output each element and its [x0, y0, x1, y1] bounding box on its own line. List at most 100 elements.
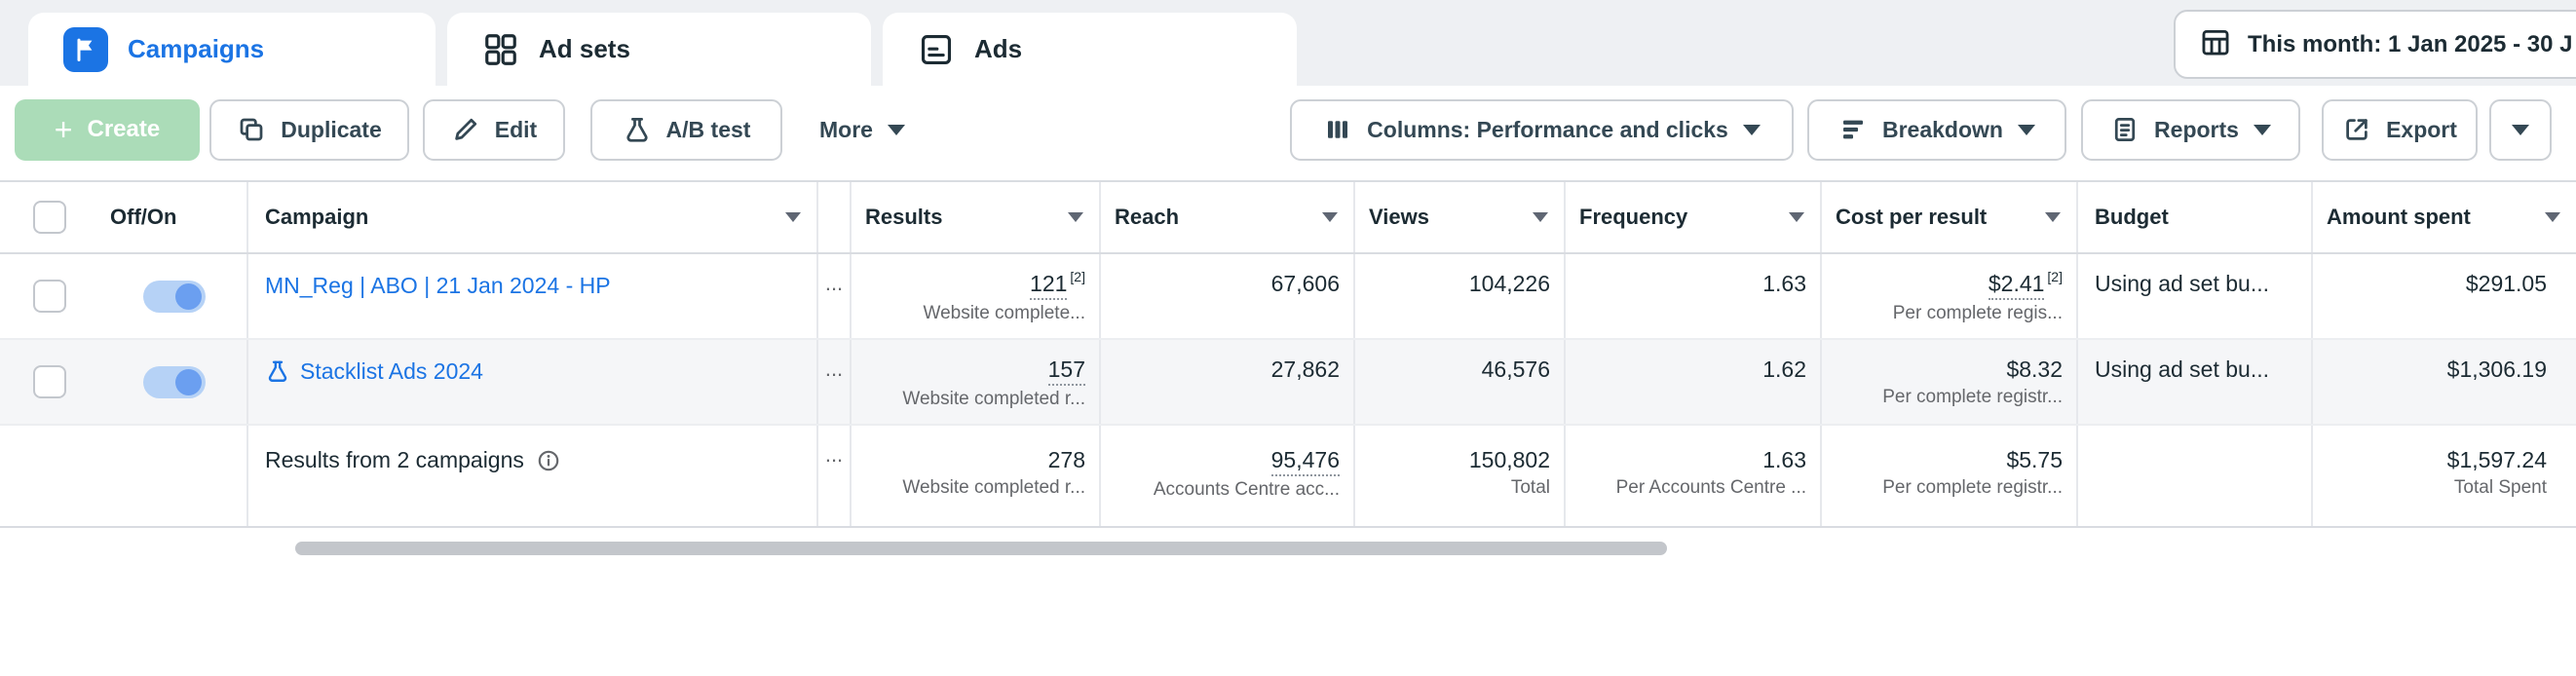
date-range-label: This month: 1 Jan 2025 - 30 J [2248, 30, 2573, 57]
breakdown-icon [1843, 120, 1863, 139]
header-views-label: Views [1369, 205, 1429, 229]
date-range-picker[interactable]: This month: 1 Jan 2025 - 30 J [2174, 10, 2576, 79]
header-cost-per-result[interactable]: Cost per result [1820, 182, 2076, 252]
duplicate-button[interactable]: Duplicate [209, 98, 409, 161]
cost-per-result-cell: $8.32 Per complete registr... [1820, 340, 2076, 424]
row-select-cell [0, 340, 98, 424]
sort-caret-icon [785, 212, 801, 222]
header-amount-spent[interactable]: Amount spent [2311, 182, 2576, 252]
header-amount-spent-label: Amount spent [2327, 205, 2471, 229]
horizontal-scrollbar[interactable] [295, 542, 1667, 555]
columns-button-label: Columns: Performance and clicks [1367, 116, 1728, 142]
columns-button[interactable]: Columns: Performance and clicks [1290, 98, 1794, 161]
summary-results-cell: 278 Website completed r... [850, 426, 1099, 526]
campaign-name-link[interactable]: Stacklist Ads 2024 [300, 358, 483, 384]
summary-frequency-sublabel: Per Accounts Centre ... [1615, 477, 1806, 498]
summary-reach-sublabel: Accounts Centre acc... [1153, 479, 1340, 500]
select-all-checkbox[interactable] [32, 201, 66, 234]
chevron-down-icon [2017, 124, 2035, 135]
budget-value: Using ad set bu... [2095, 271, 2269, 296]
header-select-all-cell [0, 182, 98, 252]
breakdown-button[interactable]: Breakdown [1807, 98, 2066, 161]
cost-sublabel: Per complete regis... [1892, 303, 2063, 323]
results-sublabel: Website completed r... [902, 389, 1085, 409]
summary-views-cell: 150,802 Total [1353, 426, 1564, 526]
header-results[interactable]: Results [850, 182, 1099, 252]
amount-spent-value: $291.05 [2465, 271, 2547, 296]
campaign-name-link[interactable]: MN_Reg | ABO | 21 Jan 2024 - HP [265, 273, 611, 298]
export-button[interactable]: Export [2322, 98, 2478, 161]
summary-toggle-cell [98, 426, 246, 526]
results-sublabel: Website complete... [923, 303, 1085, 323]
copy-icon [240, 118, 263, 141]
cost-sublabel: Per complete registr... [1882, 387, 2063, 407]
summary-amount-spent-cell: $1,597.24 Total Spent [2311, 426, 2576, 526]
header-reach[interactable]: Reach [1099, 182, 1353, 252]
more-button[interactable]: More [804, 99, 921, 161]
calendar-icon [2199, 25, 2232, 63]
header-frequency[interactable]: Frequency [1564, 182, 1820, 252]
header-views[interactable]: Views [1353, 182, 1564, 252]
cost-value: $8.32 [2006, 357, 2063, 382]
toggle-knob [175, 368, 202, 395]
sort-caret-icon [2545, 212, 2560, 222]
cost-value: $2.41 [1988, 269, 2045, 300]
frequency-value: 1.62 [1762, 357, 1806, 382]
sort-caret-icon [1533, 212, 1548, 222]
campaign-on-off-toggle[interactable] [143, 280, 206, 313]
row-checkbox[interactable] [32, 365, 66, 398]
tab-campaigns-label: Campaigns [128, 34, 265, 63]
summary-views-sublabel: Total [1510, 477, 1550, 498]
header-budget[interactable]: Budget [2076, 182, 2311, 252]
budget-cell: Using ad set bu... [2076, 254, 2311, 338]
table-header-row: Off/On Campaign Results Reach Views Freq… [0, 180, 2576, 254]
cost-footnote: [2] [2047, 269, 2063, 284]
tab-ads[interactable]: Ads [883, 13, 1297, 86]
edit-button-label: Edit [494, 116, 538, 142]
summary-views-value: 150,802 [1468, 447, 1550, 472]
frequency-cell: 1.63 [1564, 254, 1820, 338]
pencil-icon [455, 118, 476, 140]
campaign-on-off-toggle[interactable] [143, 365, 206, 398]
row-select-cell [0, 254, 98, 338]
tab-ad-sets[interactable]: Ad sets [447, 13, 871, 86]
chevron-down-icon [1742, 124, 1761, 135]
create-button[interactable]: + Create [15, 98, 200, 161]
tab-ads-label: Ads [974, 34, 1023, 63]
ab-test-button[interactable]: A/B test [590, 98, 782, 161]
summary-cost-sublabel: Per complete registr... [1882, 477, 2063, 498]
campaigns-table: Off/On Campaign Results Reach Views Freq… [0, 180, 2576, 528]
info-icon[interactable] [536, 448, 561, 473]
reports-button[interactable]: Reports [2081, 98, 2300, 161]
row-toggle-cell [98, 254, 246, 338]
truncated-cell: ... [816, 254, 850, 338]
edit-button[interactable]: Edit [423, 98, 565, 161]
results-footnote: [2] [1070, 269, 1085, 284]
amount-spent-cell: $291.05 [2311, 254, 2576, 338]
summary-amount-spent-value: $1,597.24 [2446, 447, 2547, 472]
truncated-cell: ... [816, 340, 850, 424]
views-value: 104,226 [1468, 271, 1550, 296]
tab-campaigns[interactable]: Campaigns [28, 13, 436, 86]
header-campaign[interactable]: Campaign [246, 182, 816, 252]
campaign-name-cell: MN_Reg | ABO | 21 Jan 2024 - HP [246, 254, 816, 338]
ads-frame-icon [918, 31, 955, 68]
summary-cost-value: $5.75 [2006, 447, 2063, 472]
sort-caret-icon [1068, 212, 1083, 222]
header-frequency-label: Frequency [1579, 205, 1688, 229]
reach-cell: 27,862 [1099, 340, 1353, 424]
chevron-down-icon [2512, 124, 2529, 135]
sort-caret-icon [2045, 212, 2061, 222]
summary-row: Results from 2 campaigns ... 278 Website… [0, 426, 2576, 528]
export-options-button[interactable] [2489, 98, 2552, 161]
amount-spent-value: $1,306.19 [2446, 357, 2547, 382]
create-button-label: Create [87, 116, 161, 142]
header-truncated-col [816, 182, 850, 252]
sort-caret-icon [1322, 212, 1338, 222]
campaign-row: Stacklist Ads 2024 ... 157 Website compl… [0, 340, 2576, 426]
row-checkbox[interactable] [32, 280, 66, 313]
flask-icon [625, 118, 648, 142]
summary-reach-value: 95,476 [1270, 445, 1340, 476]
results-cell: 157 Website completed r... [850, 340, 1099, 424]
amount-spent-cell: $1,306.19 [2311, 340, 2576, 424]
